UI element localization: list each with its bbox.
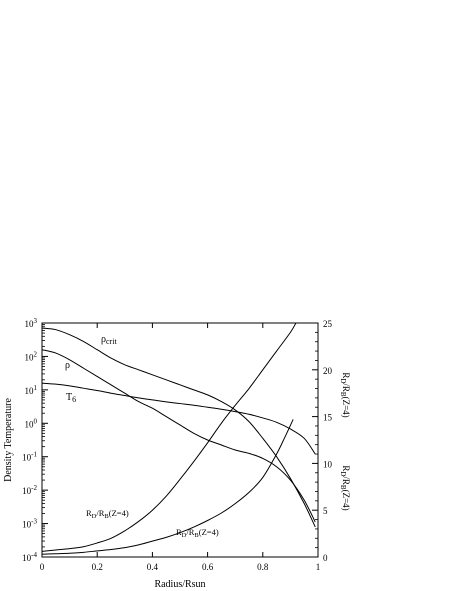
label-rho: ρ	[65, 360, 70, 371]
x-tick-label: 1	[316, 562, 321, 572]
y-left-tick-label: 101	[25, 384, 38, 396]
y-right-tick-label: 20	[323, 366, 333, 376]
y-left-tick-label: 10-2	[22, 484, 37, 496]
x-tick-label: 0.8	[257, 562, 269, 572]
x-axis-title: Radius/Rsun	[154, 579, 205, 590]
series-rho-crit	[41, 327, 316, 528]
series-rd-rb-lower	[41, 419, 294, 555]
label-rho-crit: ρcrit	[101, 334, 117, 346]
y-right-tick-label: 0	[323, 553, 328, 563]
y-left-tick-label: 102	[25, 350, 38, 362]
x-tick-label: 0.6	[202, 562, 214, 572]
y-left-tick-label: 10-4	[22, 551, 37, 563]
y-left-tick-label: 10-1	[22, 451, 37, 463]
y-right-axis-title-1: RD/RB(Z=4)	[339, 372, 351, 417]
label-rd-rb-upper: RD/RB(Z=4)	[86, 508, 129, 520]
series-rd-rb-upper	[41, 322, 297, 552]
y-left-tick-label: 103	[25, 317, 38, 329]
x-tick-label: 0	[40, 562, 45, 572]
plot-frame	[41, 322, 319, 558]
x-tick-label: 0.4	[147, 562, 159, 572]
y-left-ticks: 103 102 101 100 10-1 10-2 10-3 10-4	[22, 317, 48, 563]
y-right-ticks: 25 20 15 10 5 0	[312, 319, 333, 563]
series-t6	[41, 382, 316, 455]
y-right-tick-label: 15	[323, 413, 333, 423]
label-rd-rb-lower: RD/RB(Z=4)	[176, 527, 219, 539]
series-lines	[41, 322, 316, 555]
y-left-tick-label: 100	[25, 417, 38, 429]
x-tick-label: 0.2	[92, 562, 103, 572]
y-right-axis-title-2: RD/RB(Z=4)	[339, 465, 351, 510]
y-left-axis-title: Density Temperature	[3, 398, 14, 482]
y-left-tick-label: 10-3	[22, 518, 37, 530]
y-right-tick-label: 25	[323, 319, 333, 329]
x-ticks: 0 0.2 0.4 0.6 0.8 1	[40, 323, 321, 572]
label-t6: T6	[66, 392, 76, 404]
y-right-tick-label: 10	[323, 459, 333, 469]
series-rho	[41, 349, 316, 523]
y-right-tick-label: 5	[323, 506, 328, 516]
